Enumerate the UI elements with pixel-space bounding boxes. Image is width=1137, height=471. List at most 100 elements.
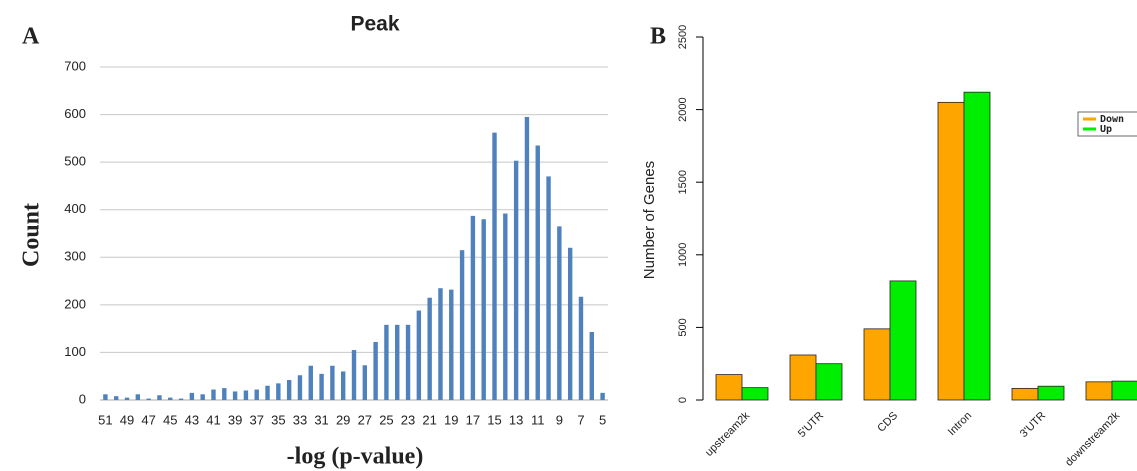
bar [600, 392, 605, 400]
bar [578, 296, 584, 400]
bar [114, 396, 119, 400]
bar [557, 226, 562, 400]
x-tick-label: 17 [466, 412, 480, 427]
y-tick-label: 0 [677, 397, 689, 403]
bar [297, 375, 303, 400]
x-tick-label: 37 [249, 412, 263, 427]
bar [715, 374, 743, 401]
x-tick-label: 23 [401, 412, 415, 427]
x-axis-label: -log (p-value) [287, 444, 424, 470]
x-tick-label: 11 [531, 412, 545, 427]
y-tick-label: 200 [64, 296, 86, 311]
bar [168, 397, 173, 400]
bar [276, 383, 281, 400]
x-tick-label: 3'UTR [1018, 410, 1048, 440]
x-tick-label: 45 [163, 412, 177, 427]
x-tick-label: 35 [271, 412, 285, 427]
y-axis-label: Count [19, 203, 45, 267]
bar [135, 394, 141, 400]
bar [1011, 387, 1039, 401]
x-tick-label: 39 [228, 412, 242, 427]
x-tick-label: 27 [358, 412, 372, 427]
bar [937, 101, 965, 401]
panel-label: B [650, 24, 666, 50]
bar [1085, 381, 1113, 401]
bar [503, 213, 508, 400]
x-tick-label: 29 [336, 412, 350, 427]
x-tick-label: 25 [379, 412, 393, 427]
bar [200, 394, 205, 400]
bar [789, 354, 817, 401]
bar [146, 398, 151, 400]
x-tick-label: Intron [946, 410, 974, 438]
legend-label: Up [1100, 124, 1112, 135]
bar [427, 297, 432, 400]
bar [243, 390, 249, 400]
bar [741, 387, 769, 401]
x-tick-label: 21 [422, 412, 436, 427]
bar [459, 250, 465, 400]
x-tick-label: 51 [98, 412, 112, 427]
bar [405, 324, 411, 400]
y-tick-label: 0 [79, 391, 86, 406]
y-tick-label: 1500 [677, 170, 689, 194]
bar [492, 132, 497, 401]
bar [384, 324, 389, 400]
x-tick-label: 31 [314, 412, 328, 427]
x-tick-label: 19 [444, 412, 458, 427]
x-tick-label: 47 [141, 412, 155, 427]
bar [815, 363, 843, 401]
x-tick-label: 33 [293, 412, 307, 427]
panel-label: A [22, 24, 40, 50]
y-tick-label: 2500 [677, 25, 689, 49]
x-tick-label: CDS [875, 410, 900, 435]
bar [535, 145, 540, 400]
bar [889, 280, 917, 401]
y-tick-label: 300 [64, 249, 86, 264]
bar [373, 341, 378, 400]
bar [340, 371, 346, 400]
y-tick-label: 600 [64, 106, 86, 121]
x-tick-label: 43 [185, 412, 199, 427]
y-tick-label: 100 [64, 344, 86, 359]
bar [438, 288, 443, 400]
chart-title: Peak [350, 13, 399, 36]
bar [265, 385, 270, 400]
bar [1111, 380, 1137, 401]
bar [362, 365, 368, 400]
bar [308, 365, 313, 400]
y-tick-label: 500 [64, 154, 86, 169]
legend-label: Down [1100, 114, 1124, 125]
bar [395, 324, 400, 400]
bar [863, 328, 891, 401]
y-axis-label: Number of Genes [641, 161, 658, 279]
bar [524, 116, 530, 400]
bar [189, 392, 195, 400]
y-tick-label: 2000 [677, 97, 689, 121]
bar [1037, 385, 1065, 401]
x-tick-label: 49 [120, 412, 134, 427]
y-tick-label: 1000 [677, 243, 689, 267]
bar [963, 91, 991, 401]
x-tick-label: 9 [556, 412, 563, 427]
legend-box [1077, 111, 1137, 137]
bar [319, 373, 324, 400]
bar [470, 215, 476, 400]
bar [124, 397, 130, 400]
bar [330, 365, 335, 400]
y-tick-label: 500 [677, 318, 689, 336]
x-tick-label: 41 [206, 412, 220, 427]
x-tick-label: 5'UTR [796, 410, 826, 440]
x-tick-label: 15 [487, 412, 501, 427]
bar [567, 247, 573, 400]
bar [157, 395, 162, 400]
bar [449, 289, 454, 400]
x-tick-label: upstream2k [703, 409, 752, 458]
bar [351, 350, 357, 400]
bar [103, 394, 108, 400]
bar [178, 398, 184, 400]
bar [232, 391, 238, 400]
y-tick-label: 700 [64, 58, 86, 73]
bar [286, 380, 292, 400]
